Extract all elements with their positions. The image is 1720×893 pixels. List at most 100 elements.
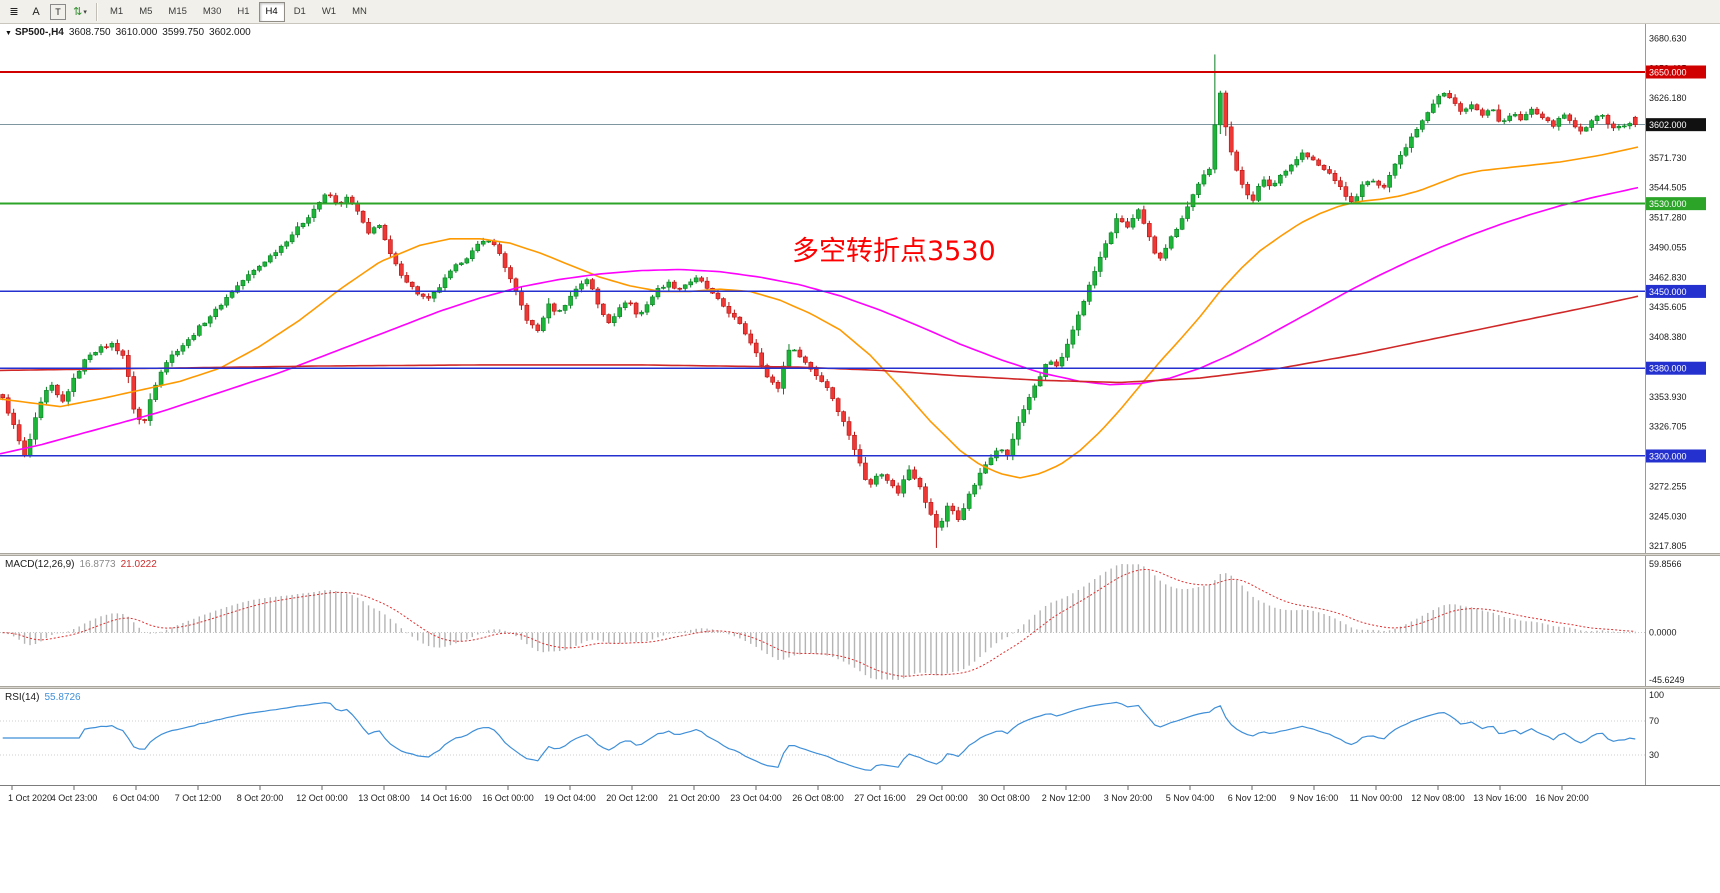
timeframe-h4-button[interactable]: H4 [258,1,285,22]
chart-annotation-text: 多空转折点3530 [792,236,996,267]
time-axis-label: 12 Nov 08:00 [1411,793,1465,803]
price-axis-label: 3517.280 [1649,213,1687,223]
price-chart-panel[interactable]: 3680.6303653.4053626.1803598.9553571.730… [0,24,1720,553]
time-axis-label: 30 Oct 08:00 [978,793,1030,803]
rsi-indicator-label: RSI(14) [5,692,40,703]
price-axis-label: 3326.705 [1649,422,1687,432]
bar-high-value: 3610.000 [115,27,158,38]
time-axis-label: 13 Oct 08:00 [358,793,410,803]
macd-indicator-label: MACD(12,26,9) [5,559,75,570]
time-axis-label: 12 Oct 00:00 [296,793,348,803]
svg-text:3380.000: 3380.000 [1649,364,1687,374]
price-axis-label: 3272.255 [1649,481,1687,491]
macd-canvas[interactable]: 59.8566 0.0000 -45.6249 [0,556,1720,686]
time-axis-label: 16 Nov 20:00 [1535,793,1589,803]
svg-text:0.0000: 0.0000 [1649,628,1677,638]
timeframe-m15-button[interactable]: M15 [168,6,187,17]
arrow-objects-tool[interactable]: ⇅ ▾ [73,6,87,18]
price-axis-label: 3544.505 [1649,183,1687,193]
timeframe-mn-button[interactable]: MN [352,6,367,17]
charts-list-tool[interactable]: ≣ [9,6,19,18]
svg-text:30: 30 [1649,750,1659,760]
price-level-label [1646,65,1706,79]
time-axis-label: 8 Oct 20:00 [237,793,284,803]
svg-text:3300.000: 3300.000 [1649,451,1687,461]
ma-fast-orange [0,146,1639,479]
time-axis-label: 4 Oct 23:00 [51,793,98,803]
macd-indicator-panel[interactable]: 59.8566 0.0000 -45.6249 MACD(12,26,9) 16.87… [0,556,1720,686]
ma-mid-magenta [0,186,1639,455]
timeframe-d1-button[interactable]: D1 [293,6,306,17]
panel-splitter-rsi[interactable] [0,686,1720,689]
price-level-label [1646,361,1706,375]
macd-header: MACD(12,26,9) 16.8773 21.0222 [5,559,162,570]
time-axis-label: 11 Nov 00:00 [1350,793,1403,803]
timeframe-m5-button[interactable]: M5 [139,6,153,17]
dropdown-caret-icon[interactable]: ▾ [83,8,87,16]
rsi-axis-layer: 100 70 30 [1645,689,1664,785]
time-axis-label: 9 Nov 16:00 [1290,793,1339,803]
rsi-header: RSI(14) 55.8726 [5,692,86,703]
text-box-tool[interactable]: T [50,3,66,20]
rsi-layer [0,701,1645,771]
time-axis-label: 13 Nov 16:00 [1473,793,1527,803]
svg-text:3530.000: 3530.000 [1649,199,1687,209]
time-axis-label: 20 Oct 12:00 [606,793,658,803]
toolbar: ≣ A T ⇅ ▾ M1 M5 M15 M30 H1 H4 D1 W1 MN [0,0,1720,24]
macd-axis-layer: 59.8566 0.0000 -45.6249 [1645,556,1685,686]
price-axis-label: 3490.055 [1649,242,1687,252]
timeframe-m30-button[interactable]: M30 [202,6,222,17]
rsi-value: 55.8726 [44,692,81,703]
window-bottom-area [0,809,1720,893]
svg-text:3650.000: 3650.000 [1649,67,1687,77]
toolbar-separator [96,2,97,21]
timeframe-m1-button[interactable]: M1 [110,6,124,17]
horizontal-levels-layer [0,70,1645,457]
macd-signal-value: 21.0222 [120,559,157,570]
price-axis-label: 3217.805 [1649,541,1687,551]
price-axis-label: 3462.830 [1649,272,1687,282]
panel-splitter-macd[interactable] [0,553,1720,556]
macd-layer [0,564,1645,680]
svg-text:70: 70 [1649,716,1659,726]
price-axis-label: 3353.930 [1649,392,1687,402]
svg-text:3602.000: 3602.000 [1649,120,1687,130]
bar-open-value: 3608.750 [68,27,111,38]
price-axis-label: 3571.730 [1649,153,1687,163]
price-level-label [1646,284,1706,298]
price-axis-label: 3435.605 [1649,302,1687,312]
candles-layer [0,54,1638,548]
time-axis-label: 19 Oct 04:00 [544,793,596,803]
timeframe-h1-button[interactable]: H1 [237,6,250,17]
time-axis-label: 26 Oct 08:00 [792,793,844,803]
time-axis-label: 7 Oct 12:00 [175,793,222,803]
symbol-timeframe-label: SP500-,H4 [14,27,64,38]
text-label-tool[interactable]: A [32,5,40,18]
svg-text:100: 100 [1649,690,1664,700]
time-axis-label: 21 Oct 20:00 [668,793,720,803]
timeframes-toolbar: M1 M5 M15 M30 H1 H4 D1 W1 MN [102,1,375,22]
time-axis-label: 5 Nov 04:00 [1166,793,1215,803]
price-axis-label: 3626.180 [1649,93,1687,103]
price-axis-layer: 3680.6303653.4053626.1803598.9553571.730… [1645,24,1706,553]
macd-main-value: 16.8773 [79,559,116,570]
svg-text:3450.000: 3450.000 [1649,287,1687,297]
price-chart-canvas[interactable]: 3680.6303653.4053626.1803598.9553571.730… [0,24,1720,553]
price-axis-label: 3245.030 [1649,511,1687,521]
expand-ohlc-caret-icon[interactable]: ▼ [5,30,12,37]
rsi-indicator-panel[interactable]: 100 70 30 RSI(14) 55.8726 [0,689,1720,785]
line-studies-toolbar: ≣ A T ⇅ ▾ [3,2,91,22]
rsi-canvas[interactable]: 100 70 30 [0,689,1720,785]
time-axis[interactable]: 1 Oct 2020 4 Oct 23:00 6 Oct 04:00 7 Oct 12… [0,785,1720,809]
price-level-label [1646,118,1706,132]
bar-close-value: 3602.000 [209,27,251,38]
time-axis-label: 6 Nov 12:00 [1228,793,1277,803]
timeframe-w1-button[interactable]: W1 [321,6,337,17]
ma-slow-red [0,295,1639,384]
time-axis-label: 1 Oct 2020 [8,793,52,803]
svg-text:59.8566: 59.8566 [1649,559,1682,569]
time-axis-label: 16 Oct 00:00 [482,793,534,803]
